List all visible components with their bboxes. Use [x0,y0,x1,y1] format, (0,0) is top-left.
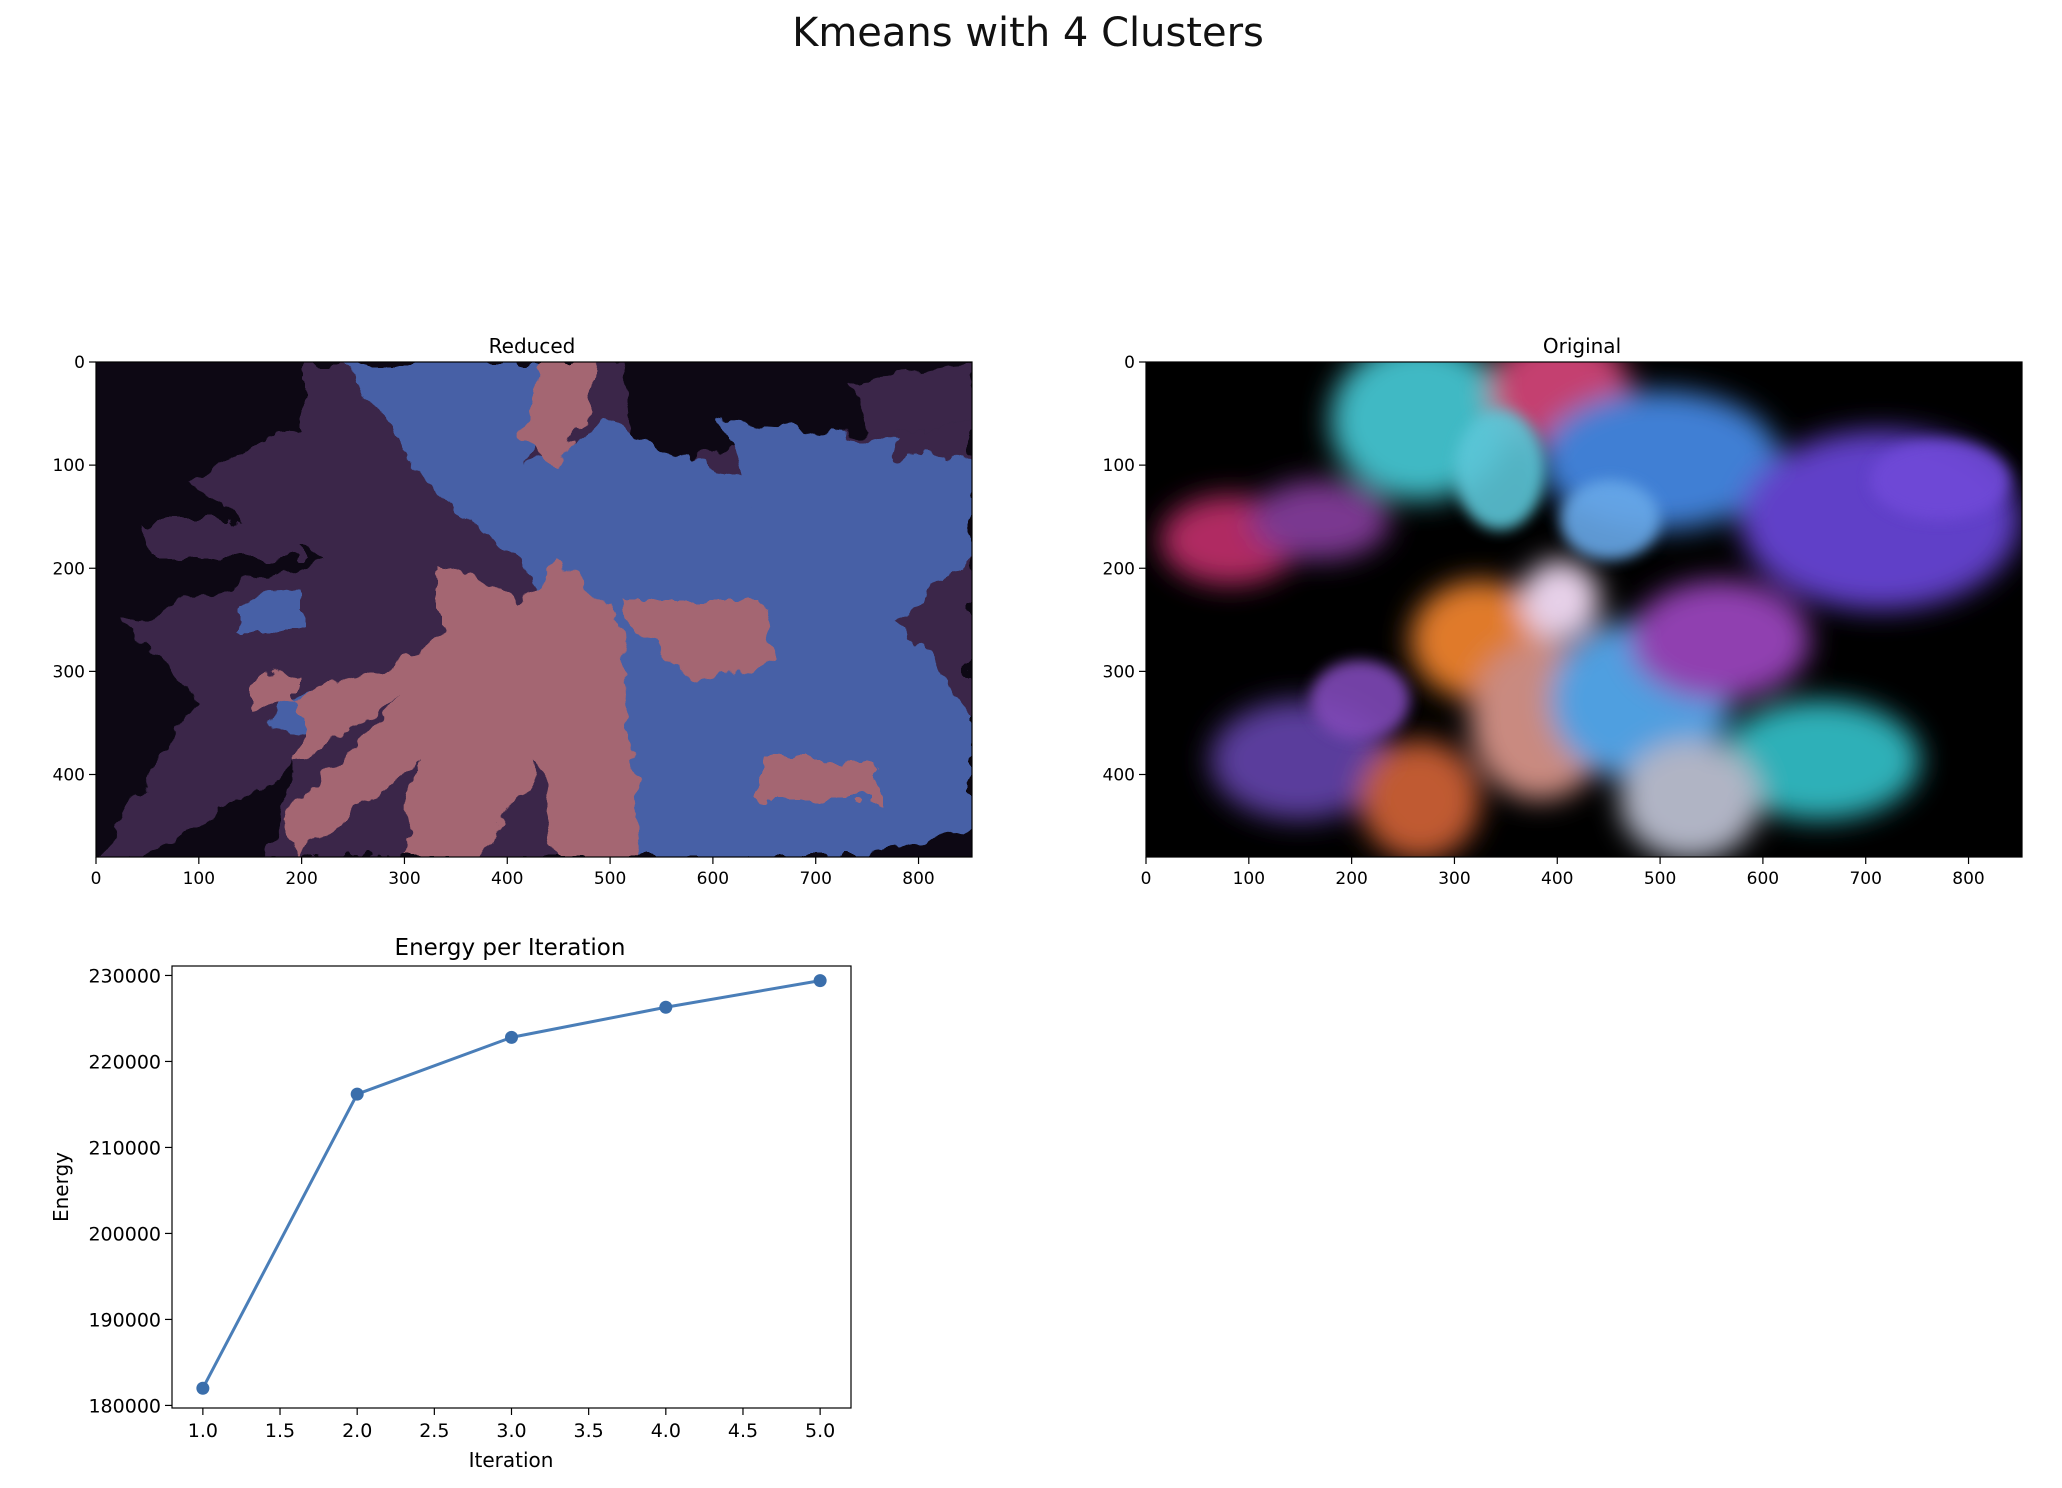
x-tick-label: 2.0 [342,1420,372,1442]
original-x-tick-label: 800 [1952,869,1984,889]
reduced-panel: Reduced [53,334,973,889]
chart-title: Energy per Iteration [395,935,626,961]
reduced-y-tick-label: 200 [53,559,85,579]
reduced-x-tick-label: 700 [799,869,831,889]
original-ticks: 0 100 200 300 400 500 600 700 800 0 100 200 300 400 [1103,353,1985,889]
energy-point [196,1381,210,1395]
x-tick-label: 5.0 [805,1420,835,1442]
reduced-title: Reduced [489,334,576,358]
x-tick-label: 1.5 [265,1420,295,1442]
reduced-x-tick-label: 0 [91,869,102,889]
reduced-x-tick-label: 400 [491,869,523,889]
original-x-tick-label: 300 [1438,869,1470,889]
reduced-x-tick-label: 300 [388,869,420,889]
original-panel: Original [1103,334,2023,889]
chart-marks [196,974,827,1395]
original-x-tick-label: 0 [1141,869,1152,889]
original-y-tick-label: 300 [1103,662,1135,682]
original-x-tick-label: 100 [1233,869,1265,889]
energy-point [505,1030,518,1044]
reduced-x-tick-label: 200 [285,869,317,889]
x-tick-label: 3.5 [574,1420,604,1442]
reduced-ticks: 0 100 200 300 400 500 600 700 800 0 100 200 300 400 [53,353,935,889]
x-axis-label: Iteration [469,1448,554,1472]
reduced-y-tick-label: 100 [53,456,85,476]
reduced-axes-frame [95,361,973,858]
x-tick-label: 4.5 [728,1420,758,1442]
original-x-tick-label: 700 [1849,869,1881,889]
original-x-tick-label: 500 [1644,869,1676,889]
y-tick-label: 220000 [88,1051,161,1073]
energy-point [813,974,827,988]
original-y-tick-label: 200 [1103,559,1135,579]
y-axis-label: Energy [49,1152,73,1222]
y-tick-label: 230000 [88,965,161,987]
original-x-tick-label: 600 [1747,869,1779,889]
energy-point [659,1000,673,1014]
figure-title: Kmeans with 4 Clusters [792,10,1264,56]
original-axes-frame [1145,361,2023,858]
original-y-tick-label: 100 [1103,456,1135,476]
y-tick-label: 190000 [88,1309,161,1331]
reduced-x-tick-label: 100 [183,869,215,889]
chart-ticks: 1.0 1.5 2.0 2.5 3.0 3.5 4.0 4.5 5.0 180000 190000 2… [88,965,835,1442]
energy-point [350,1087,364,1101]
reduced-x-tick-label: 500 [594,869,626,889]
original-y-tick-label: 0 [1124,353,1135,373]
original-x-tick-label: 200 [1335,869,1367,889]
y-tick-label: 210000 [88,1137,161,1159]
reduced-y-tick-label: 0 [74,353,85,373]
reduced-y-tick-label: 400 [53,766,85,786]
original-image [1146,362,2022,857]
reduced-x-tick-label: 600 [697,869,729,889]
x-tick-label: 3.0 [496,1420,526,1442]
original-y-tick-label: 400 [1103,766,1135,786]
reduced-x-tick-label: 800 [902,869,934,889]
energy-chart: Energy per Iteration 1.0 1.5 2.0 2.5 3.0 3.5 4… [49,935,852,1472]
original-x-tick-label: 400 [1541,869,1573,889]
y-tick-label: 180000 [88,1395,161,1417]
x-tick-label: 2.5 [419,1420,449,1442]
reduced-image [96,362,972,857]
x-tick-label: 1.0 [188,1420,218,1442]
reduced-y-tick-label: 300 [53,662,85,682]
original-title: Original [1543,334,1621,358]
y-tick-label: 200000 [88,1223,161,1245]
x-tick-label: 4.0 [651,1420,681,1442]
